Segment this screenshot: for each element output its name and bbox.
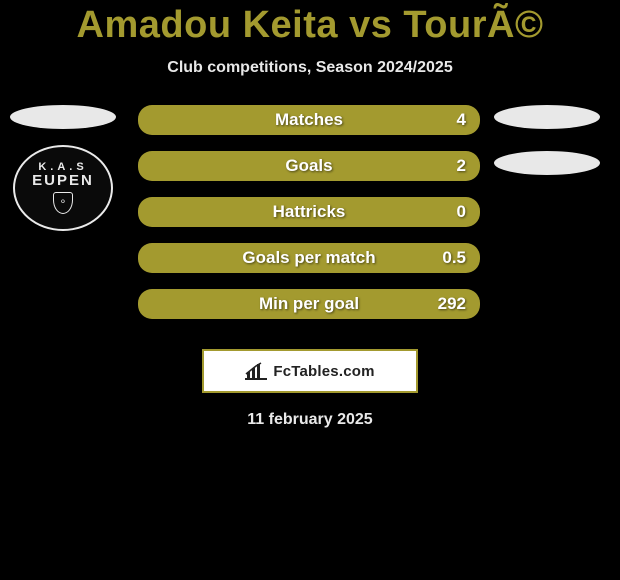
right-player-column	[492, 105, 602, 175]
stat-value: 292	[438, 294, 466, 314]
watermark-text: FcTables.com	[273, 363, 374, 380]
stat-label: Min per goal	[259, 294, 359, 314]
club-badge-placeholder-right	[494, 151, 600, 175]
stat-label: Hattricks	[273, 202, 346, 222]
player-photo-placeholder-left	[10, 105, 116, 129]
club-badge-line2: EUPEN	[32, 173, 94, 190]
stat-label: Matches	[275, 110, 343, 130]
player-photo-placeholder-right	[494, 105, 600, 129]
club-badge-crest-icon: ⚬	[53, 192, 73, 214]
stat-bars: Matches 4 Goals 2 Hattricks 0 Goals per …	[138, 105, 480, 335]
stat-value: 0.5	[442, 248, 466, 268]
stat-value: 2	[457, 156, 466, 176]
stat-bar: Hattricks 0	[138, 197, 480, 227]
stat-label: Goals per match	[242, 248, 375, 268]
generated-date: 11 february 2025	[0, 411, 620, 429]
stat-value: 4	[457, 110, 466, 130]
page-title: Amadou Keita vs TourÃ©	[0, 0, 620, 47]
club-badge-left: K.A.S EUPEN ⚬	[13, 145, 113, 231]
comparison-row: K.A.S EUPEN ⚬ Matches 4 Goals 2 Hattrick…	[0, 105, 620, 335]
stat-label: Goals	[285, 156, 332, 176]
bar-chart-icon	[245, 362, 267, 380]
watermark-box: FcTables.com	[202, 349, 418, 393]
stat-value: 0	[457, 202, 466, 222]
stat-bar: Matches 4	[138, 105, 480, 135]
left-player-column: K.A.S EUPEN ⚬	[8, 105, 118, 231]
stat-bar: Min per goal 292	[138, 289, 480, 319]
stat-bar: Goals per match 0.5	[138, 243, 480, 273]
stat-bar: Goals 2	[138, 151, 480, 181]
subtitle: Club competitions, Season 2024/2025	[0, 59, 620, 77]
